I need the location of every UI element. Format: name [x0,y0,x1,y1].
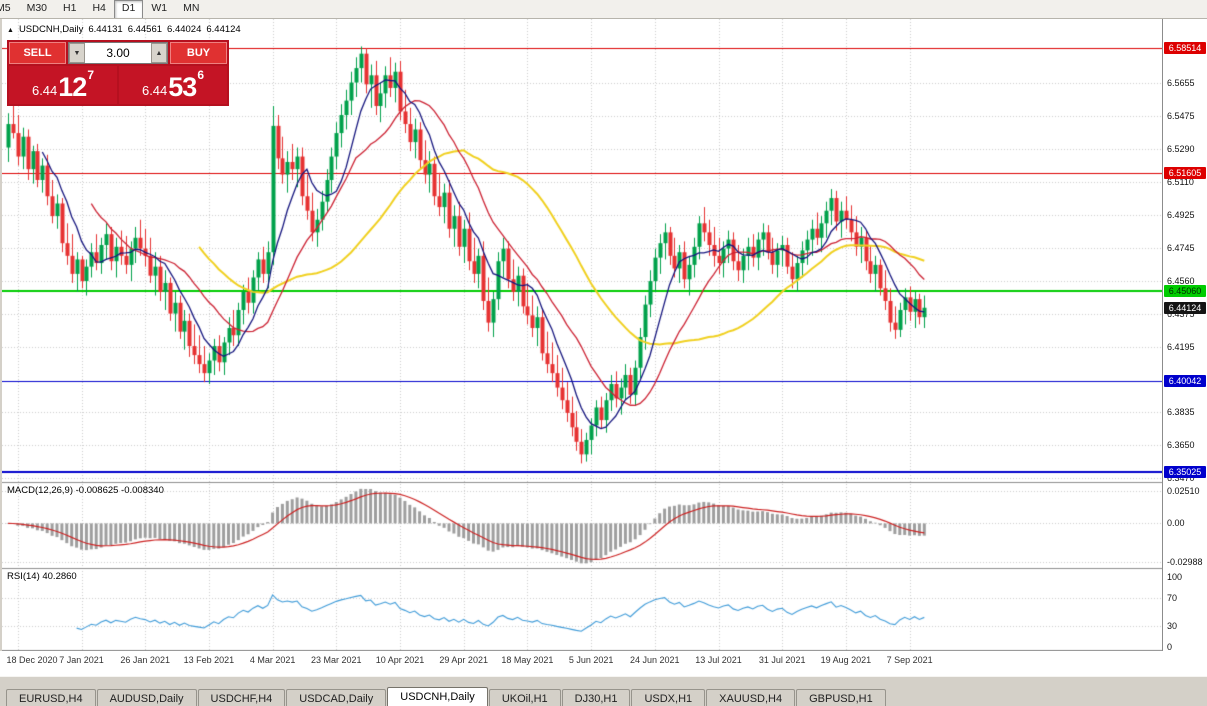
date-label: 13 Feb 2021 [183,655,235,665]
macd-axis-label: -0.02988 [1167,557,1203,567]
date-label: 26 Jan 2021 [120,655,170,665]
timeframe-button-h1[interactable]: H1 [63,1,77,14]
macd-axis-label: 0.00 [1167,518,1185,529]
ask-price-display: 6.44 53 6 [119,66,227,104]
volume-input[interactable] [85,43,151,63]
ask-point: 6 [197,68,205,82]
date-label: 4 Mar 2021 [249,655,296,665]
date-label: 18 May 2021 [501,655,554,665]
date-label: 10 Apr 2021 [375,655,425,665]
price-axis-label: 6.4560 [1167,276,1195,287]
chart-header: ▲ USDCNH,Daily 6.44131 6.44561 6.44024 6.4412… [7,24,246,35]
price-level-badge: 6.51605 [1164,166,1206,179]
price-level-badge: 6.45060 [1164,284,1206,297]
chart-open: 6.44131 [88,24,123,35]
rsi-axis-label: 0 [1167,642,1173,652]
volume-control: ▼ ▲ [68,42,168,64]
chart-tab[interactable]: USDCNH,Daily [387,687,488,706]
price-axis-label: 6.5655 [1167,78,1195,89]
ask-prefix: 6.44 [141,83,168,98]
price-axis-label: 6.4195 [1167,341,1195,352]
rsi-axis-label: 100 [1167,572,1183,582]
price-level-badge: 6.58514 [1164,41,1206,54]
chart-tab[interactable]: UKOil,H1 [488,689,561,706]
timeframe-button-w1[interactable]: W1 [151,1,168,14]
price-axis-label: 6.4925 [1167,210,1195,221]
time-axis[interactable]: 18 Dec 2020 7 Jan 2021 26 Jan 2021 13 Feb 2… [0,651,1207,676]
chart-tab[interactable]: USDCHF,H4 [197,689,286,706]
chart-area: ▲ USDCNH,Daily 6.44131 6.44561 6.44024 6.4412… [0,19,1207,652]
timeframe-button-m30[interactable]: M30 [26,1,48,14]
timeframe-button-h4[interactable]: H4 [92,1,106,14]
date-label: 13 Jul 2021 [695,655,742,665]
date-label: 18 Dec 2020 [6,655,58,665]
status-bar: EURUSD,H4 AUDUSD,Daily USDCHF,H4 USDCAD,Dai… [0,676,1207,706]
buy-button[interactable]: BUY [170,42,227,64]
one-click-panel-toggle-icon[interactable]: ▲ [7,27,14,34]
chart-tab[interactable]: USDCAD,Daily [286,689,387,706]
macd-indicator-label: MACD(12,26,9) -0.008625 -0.008340 [7,485,164,496]
chart-tab[interactable]: EURUSD,H4 [6,689,96,706]
bid-pips: 12 [58,72,87,102]
chart-tabs: EURUSD,H4 AUDUSD,Daily USDCHF,H4 USDCAD,Dai… [0,677,1207,706]
date-label: 7 Jan 2021 [59,655,104,665]
timeframe-button-mn[interactable]: MN [183,1,200,14]
date-label: 19 Aug 2021 [820,655,872,665]
rsi-indicator-label: RSI(14) 40.2860 [7,571,77,582]
date-label: 31 Jul 2021 [758,655,806,665]
timeframe-button-d1[interactable]: D1 [113,0,144,18]
price-level-badge: 6.44124 [1164,301,1206,314]
date-label: 29 Apr 2021 [439,655,488,665]
chart-canvas[interactable] [2,19,1162,651]
chart-plot: ▲ USDCNH,Daily 6.44131 6.44561 6.44024 6.4412… [2,19,1162,651]
timeframe-toolbar: M5 M30 H1 H4 D1 W1 MN [0,0,1207,19]
chart-tab[interactable]: XAUUSD,H4 [706,689,796,706]
chart-high: 6.44561 [127,24,163,35]
chart-tab[interactable]: USDX,H1 [631,689,706,706]
price-axis-label: 6.5290 [1167,144,1195,155]
price-axis-label: 6.4745 [1167,242,1195,253]
price-axis-label: 6.5110 [1167,176,1194,187]
date-label: 5 Jun 2021 [568,655,614,665]
chart-low: 6.44024 [167,24,202,35]
price-level-badge: 6.35025 [1164,465,1206,478]
macd-axis-label: 0.02510 [1167,486,1200,496]
chart-tab[interactable]: GBPUSD,H1 [796,689,886,706]
price-axis-label: 6.3650 [1167,440,1195,451]
rsi-axis-label: 30 [1167,621,1178,631]
chart-symbol-period: USDCNH,Daily [18,24,84,35]
bid-point: 7 [87,68,95,82]
ask-pips: 53 [168,72,197,102]
price-axis-label: 6.5475 [1167,110,1195,121]
price-level-badge: 6.40042 [1164,375,1206,388]
date-label: 24 Jun 2021 [630,655,680,665]
window-left-border [0,19,2,651]
price-axis-label: 6.4375 [1167,309,1195,320]
price-axis-label: 6.3835 [1167,406,1195,417]
bid-price-display: 6.44 12 7 [9,66,117,104]
volume-decrease-button[interactable]: ▼ [69,43,85,63]
chart-tab[interactable]: DJ30,H1 [561,689,631,706]
rsi-axis-label: 70 [1167,593,1178,603]
timeframe-button-m5[interactable]: M5 [0,1,11,14]
date-label: 7 Sep 2021 [886,655,933,665]
price-axis[interactable]: 6.5655 6.5475 6.5290 6.5110 6.4925 6.4745 6.45… [1162,19,1207,652]
date-label: 23 Mar 2021 [311,655,362,665]
bid-prefix: 6.44 [31,83,58,98]
chart-close: 6.44124 [206,24,241,35]
volume-increase-button[interactable]: ▲ [151,43,167,63]
sell-button[interactable]: SELL [9,42,66,64]
chart-tab[interactable]: AUDUSD,Daily [96,689,197,706]
